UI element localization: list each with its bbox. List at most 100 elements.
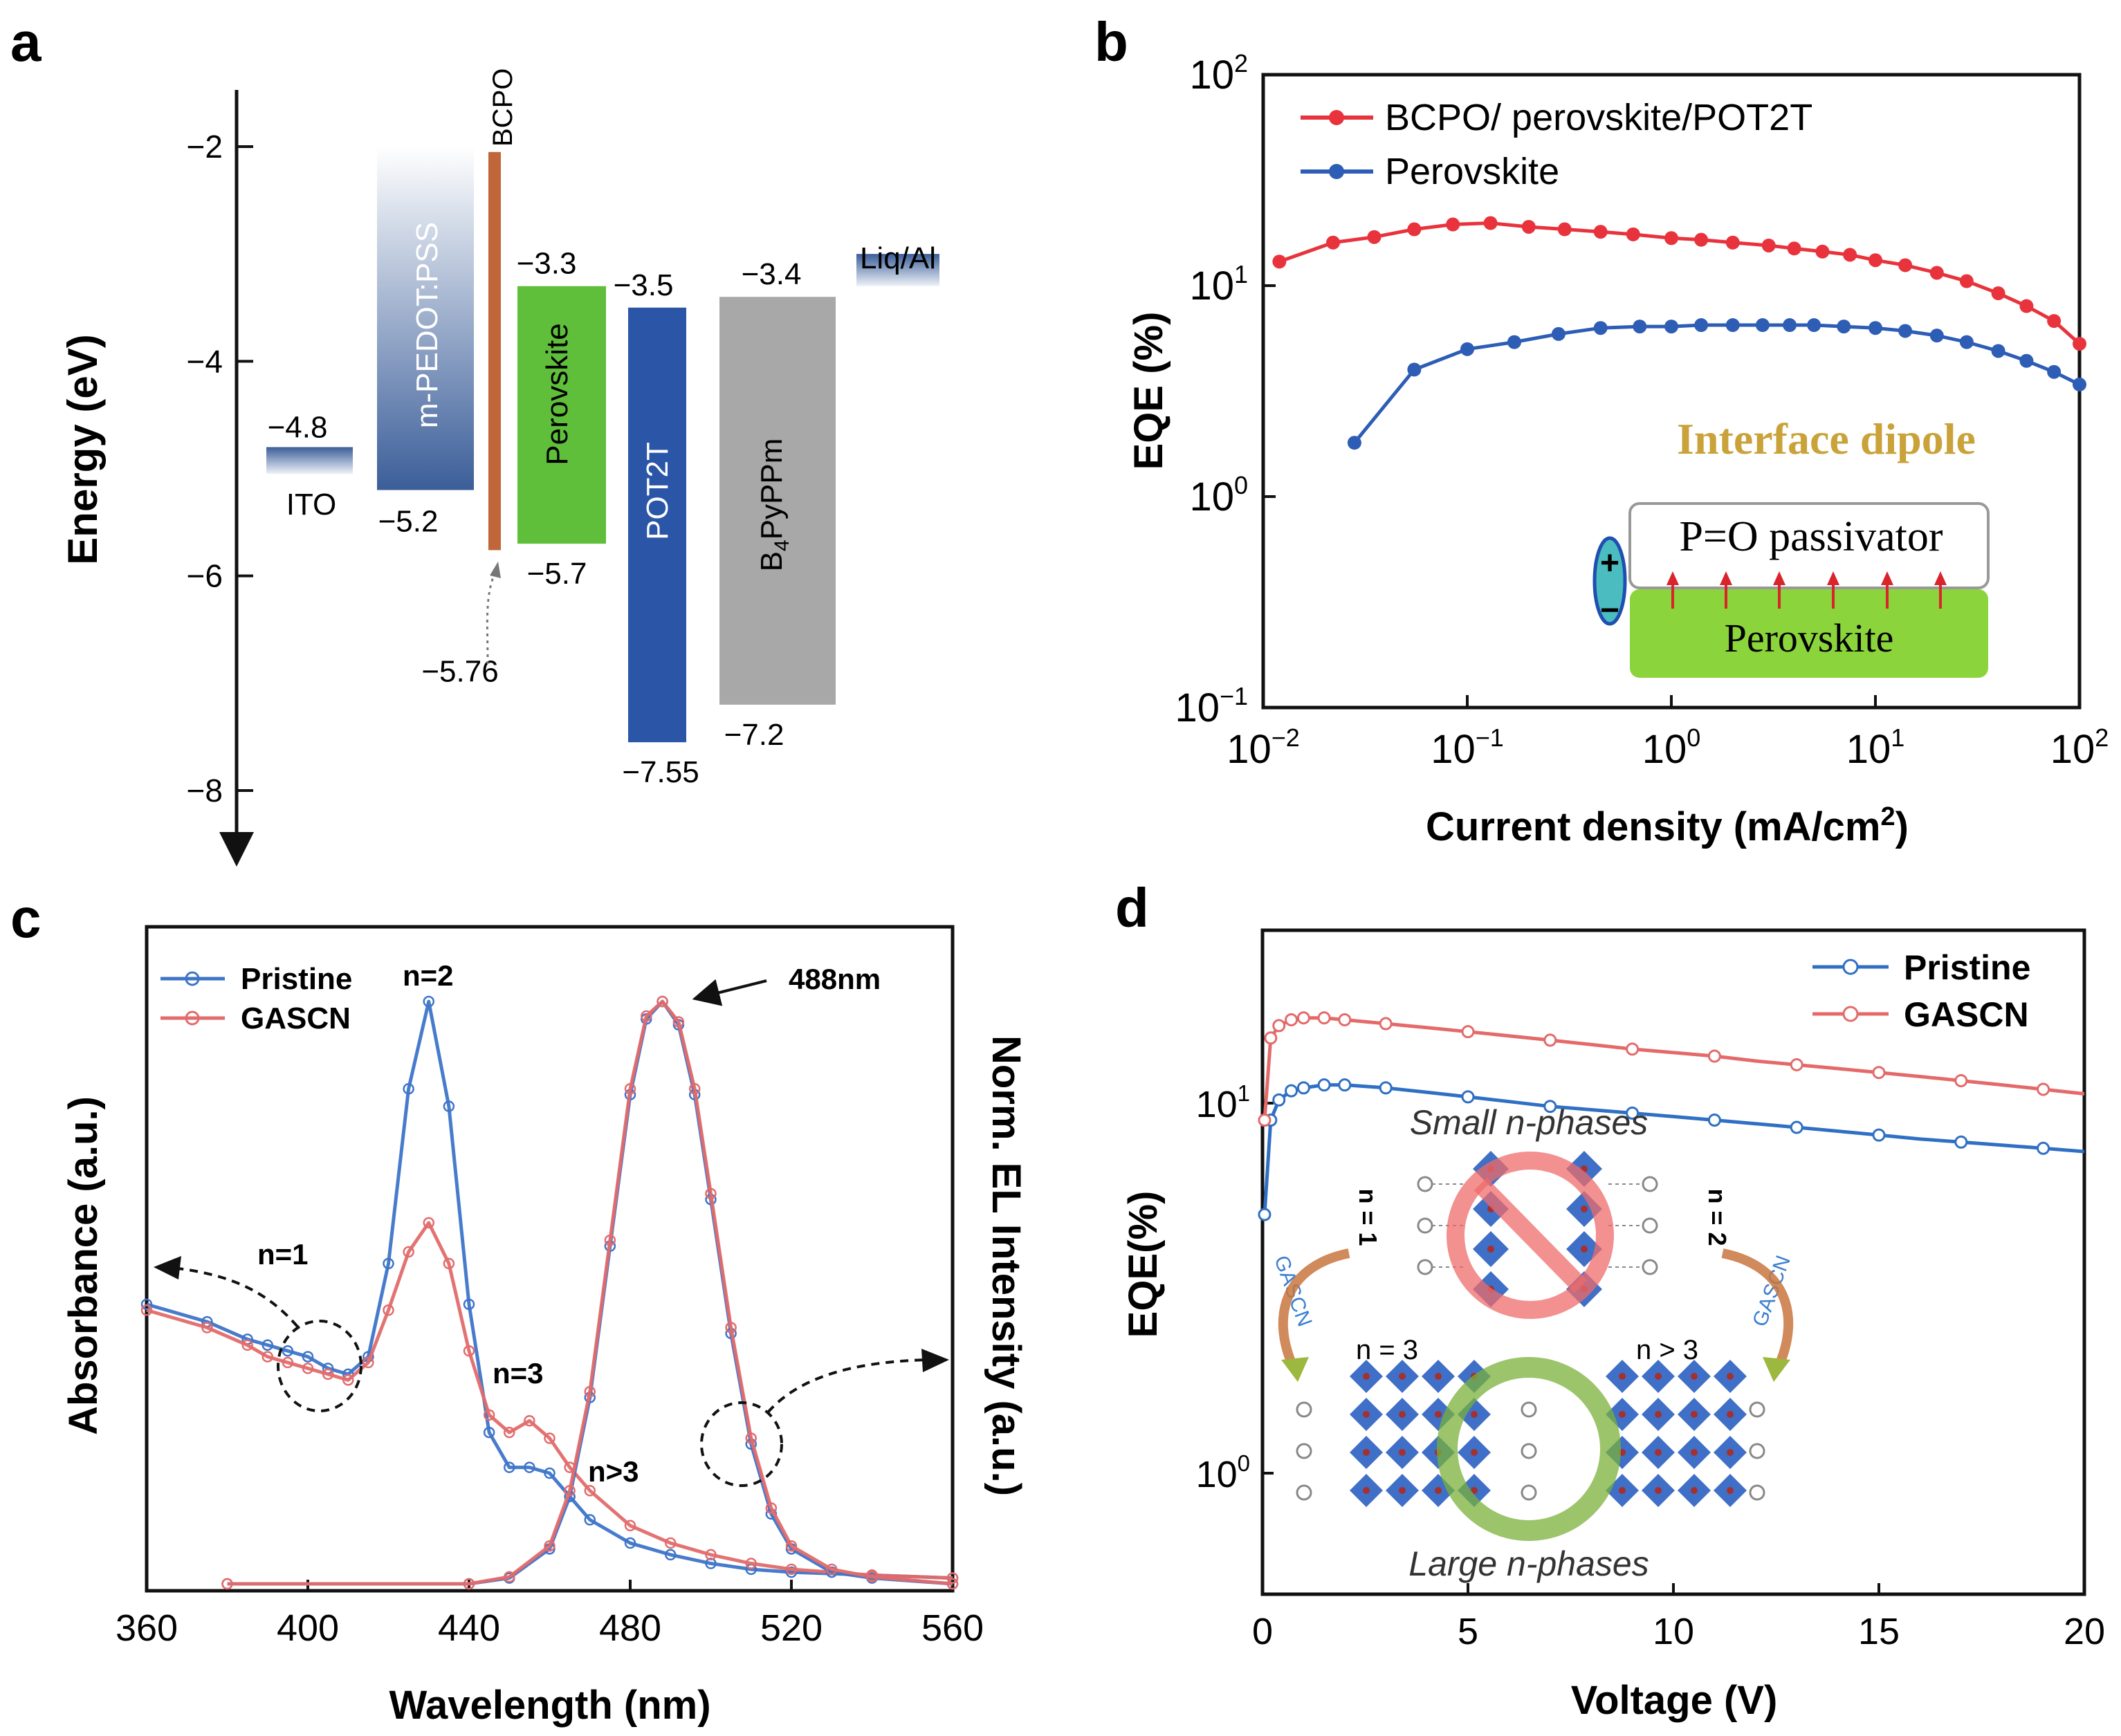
c-point-1 bbox=[665, 1537, 677, 1549]
dipole-arrowhead bbox=[1827, 571, 1839, 585]
c-point-3 bbox=[946, 1578, 959, 1590]
c-point-1 bbox=[504, 1426, 515, 1439]
d-point-1 bbox=[1379, 1017, 1393, 1031]
b-point-1 bbox=[1807, 318, 1821, 333]
transform-arrow-right-head bbox=[1763, 1357, 1790, 1382]
lattice-center bbox=[1435, 1487, 1442, 1494]
b-point-0 bbox=[1959, 274, 1974, 288]
b-x-tick-label: 100 bbox=[1642, 723, 1701, 772]
lattice-center bbox=[1399, 1449, 1406, 1456]
lattice-center bbox=[1655, 1373, 1662, 1380]
b-point-0 bbox=[1407, 222, 1422, 237]
b-x-tick-label: 101 bbox=[1846, 723, 1905, 772]
energy-band-bcpo bbox=[488, 151, 501, 551]
lattice-center bbox=[1363, 1449, 1370, 1456]
d-point-0 bbox=[1461, 1090, 1475, 1104]
d-point-1 bbox=[1258, 1113, 1271, 1127]
d-point-0 bbox=[1379, 1081, 1393, 1095]
c-point-3 bbox=[765, 1502, 778, 1514]
c-point-3 bbox=[463, 1578, 475, 1590]
c-point-0 bbox=[624, 1537, 636, 1549]
inset-passivator-box bbox=[1628, 502, 1990, 589]
d-point-1 bbox=[1317, 1011, 1331, 1025]
c-point-3 bbox=[672, 1016, 685, 1028]
energy-tick-label: −4 bbox=[187, 343, 223, 379]
c-point-1 bbox=[362, 1356, 374, 1369]
lattice-center bbox=[1363, 1487, 1370, 1494]
d-point-0 bbox=[1338, 1078, 1352, 1092]
legend-marker-gascn-c bbox=[185, 1010, 200, 1026]
left-axis-arrow bbox=[165, 1266, 299, 1328]
panel-b-letter: b bbox=[1094, 11, 1128, 73]
c-point-1 bbox=[383, 1304, 394, 1316]
lattice-center bbox=[1471, 1411, 1478, 1418]
band-bottom-value: −5.2 bbox=[378, 505, 439, 539]
b-point-0 bbox=[1843, 248, 1857, 262]
c-point-3 bbox=[604, 1234, 616, 1246]
c-point-0 bbox=[705, 1558, 717, 1569]
d-point-1 bbox=[1707, 1049, 1721, 1063]
c-point-1 bbox=[584, 1485, 596, 1497]
lattice-center bbox=[1471, 1449, 1478, 1456]
c-point-1 bbox=[705, 1549, 717, 1561]
lattice-center bbox=[1691, 1373, 1698, 1380]
layer-label-pedot: m-PEDOT:PSS bbox=[410, 222, 444, 428]
inset-perovskite-label: Perovskite bbox=[1725, 616, 1894, 661]
d-point-1 bbox=[1954, 1074, 1968, 1088]
b-x-tick-label-exp: 1 bbox=[1891, 723, 1904, 752]
b-x-tick-label-base: 10 bbox=[1431, 727, 1476, 772]
legend-label-perovskite: Perovskite bbox=[1385, 151, 1559, 192]
d-point-1 bbox=[1626, 1042, 1640, 1056]
c-point-1 bbox=[261, 1351, 273, 1363]
dipole-arrowhead bbox=[1773, 571, 1785, 585]
d-x-tick-label: 10 bbox=[1653, 1611, 1694, 1652]
c-x-tick-label: 360 bbox=[116, 1607, 178, 1649]
b-xlabel-end: ) bbox=[1895, 804, 1909, 849]
b-x-tick-label-exp: 0 bbox=[1687, 723, 1700, 752]
c-point-3 bbox=[544, 1540, 556, 1552]
c-point-1 bbox=[302, 1363, 314, 1374]
b-y-axis-label: EQE (%) bbox=[1126, 312, 1171, 470]
c-point-3 bbox=[641, 1010, 652, 1022]
b-xlabel-sup: 2 bbox=[1881, 802, 1895, 831]
dipole-arrows bbox=[1666, 571, 1947, 609]
c-point-1 bbox=[443, 1257, 455, 1270]
inset-title: Interface dipole bbox=[1677, 414, 1976, 463]
d-legend: Pristine GASCN bbox=[1812, 948, 2030, 1034]
energy-band-pot2t bbox=[628, 307, 686, 743]
left-axis-arrowhead bbox=[154, 1256, 181, 1280]
bcpo-pointer-arrow bbox=[486, 568, 498, 665]
b-point-1 bbox=[1959, 335, 1974, 349]
inset-n2-label: n = 2 bbox=[1703, 1188, 1732, 1246]
lattice-illustration bbox=[1296, 1151, 1765, 1507]
transform-arrow-left bbox=[1278, 1248, 1350, 1370]
c-point-0 bbox=[423, 995, 434, 1008]
b-point-0 bbox=[2019, 299, 2034, 313]
spacer-dot bbox=[1296, 1484, 1312, 1501]
b-point-0 bbox=[1593, 225, 1608, 239]
c-point-1 bbox=[282, 1356, 294, 1369]
legend-marker-perovskite bbox=[1329, 164, 1344, 179]
d-point-0 bbox=[2037, 1141, 2050, 1155]
c-plot-frame bbox=[145, 925, 955, 1593]
b-x-tick-label: 10−1 bbox=[1431, 723, 1504, 772]
b-point-1 bbox=[1664, 320, 1678, 334]
legend-marker-bcpo bbox=[1329, 110, 1344, 125]
right-axis-arrowhead bbox=[921, 1349, 949, 1372]
c-series bbox=[140, 995, 959, 1590]
dipole-ellipse bbox=[1592, 536, 1627, 626]
d-y-tick-label-exp: 1 bbox=[1238, 1080, 1250, 1106]
b4-main: B bbox=[755, 551, 789, 571]
panel-c-absorbance-el: c 360 400 440 480 520 560 Absorbance (a.u.) N… bbox=[10, 887, 1029, 1728]
d-point-0 bbox=[1272, 1093, 1286, 1107]
b-y-tick-label-exp: 0 bbox=[1234, 471, 1248, 499]
b-point-0 bbox=[1521, 219, 1536, 234]
el-dashed-circle bbox=[700, 1401, 783, 1487]
b-point-1 bbox=[1633, 320, 1647, 334]
spacer-dot bbox=[1749, 1484, 1765, 1501]
b4-sub: 4 bbox=[771, 539, 793, 551]
b-x-tick-label: 102 bbox=[2050, 723, 2109, 772]
spacer-dot bbox=[1749, 1401, 1765, 1418]
n1-dashed-circle bbox=[277, 1320, 362, 1412]
b-point-1 bbox=[1929, 329, 1944, 343]
